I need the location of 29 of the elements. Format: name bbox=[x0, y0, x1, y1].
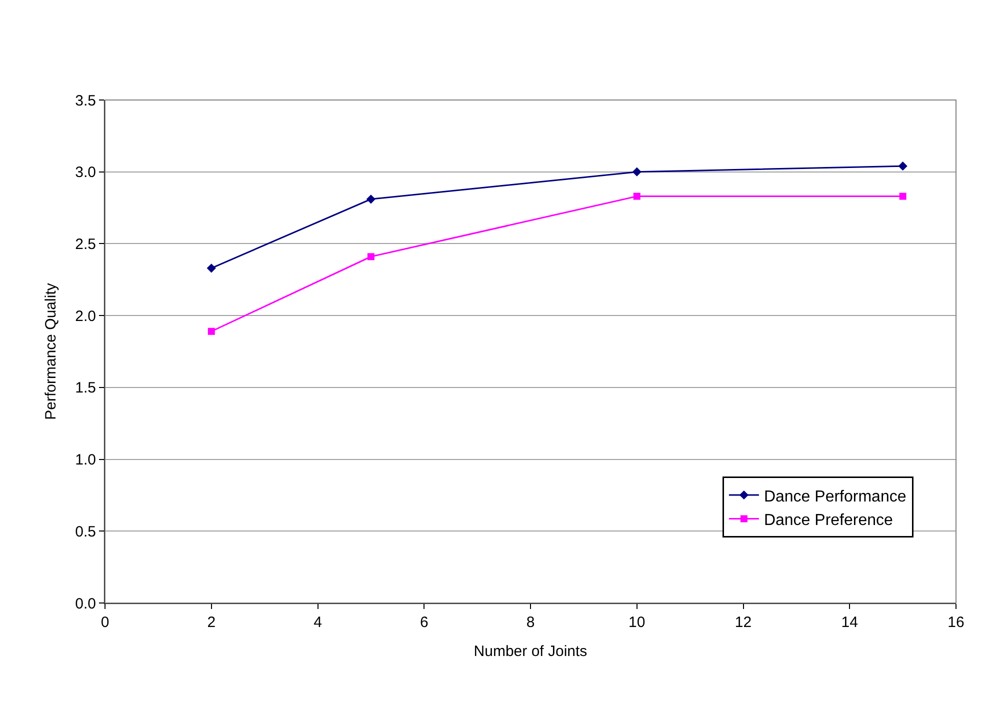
x-tick-label: 6 bbox=[420, 614, 428, 631]
x-tick-label: 8 bbox=[526, 614, 535, 631]
point bbox=[366, 194, 376, 204]
point bbox=[632, 167, 642, 176]
y-axis-title: Performance Quality bbox=[42, 282, 60, 420]
y-tick-label: 3.0 bbox=[75, 164, 96, 182]
y-tick-label: 1.0 bbox=[75, 452, 96, 469]
point bbox=[899, 192, 906, 200]
x-tick-label: 4 bbox=[314, 614, 322, 631]
point bbox=[367, 253, 374, 260]
y-tick-label: 1.5 bbox=[75, 380, 96, 397]
legend-label: Dance Preference bbox=[764, 512, 894, 530]
x-tick-label: 12 bbox=[734, 614, 752, 631]
legend-label: Dance Performance bbox=[764, 488, 906, 506]
y-tick-label: 2.5 bbox=[75, 236, 96, 253]
x-axis-title: Number of Joints bbox=[474, 643, 588, 660]
y-tick-label: 0.0 bbox=[75, 595, 96, 612]
y-tick-label: 3.5 bbox=[75, 92, 96, 110]
point bbox=[206, 264, 216, 273]
x-tick-label: 0 bbox=[100, 614, 110, 631]
x-tick-label: 10 bbox=[628, 614, 646, 631]
x-tick-label: 14 bbox=[841, 614, 858, 631]
point bbox=[633, 192, 640, 200]
y-tick-label: 0.5 bbox=[75, 523, 96, 540]
point bbox=[898, 162, 908, 171]
point bbox=[208, 328, 215, 335]
x-tick-label: 2 bbox=[207, 614, 216, 631]
x-tick-label: 16 bbox=[948, 614, 964, 631]
y-tick-label: 2.0 bbox=[75, 308, 96, 325]
